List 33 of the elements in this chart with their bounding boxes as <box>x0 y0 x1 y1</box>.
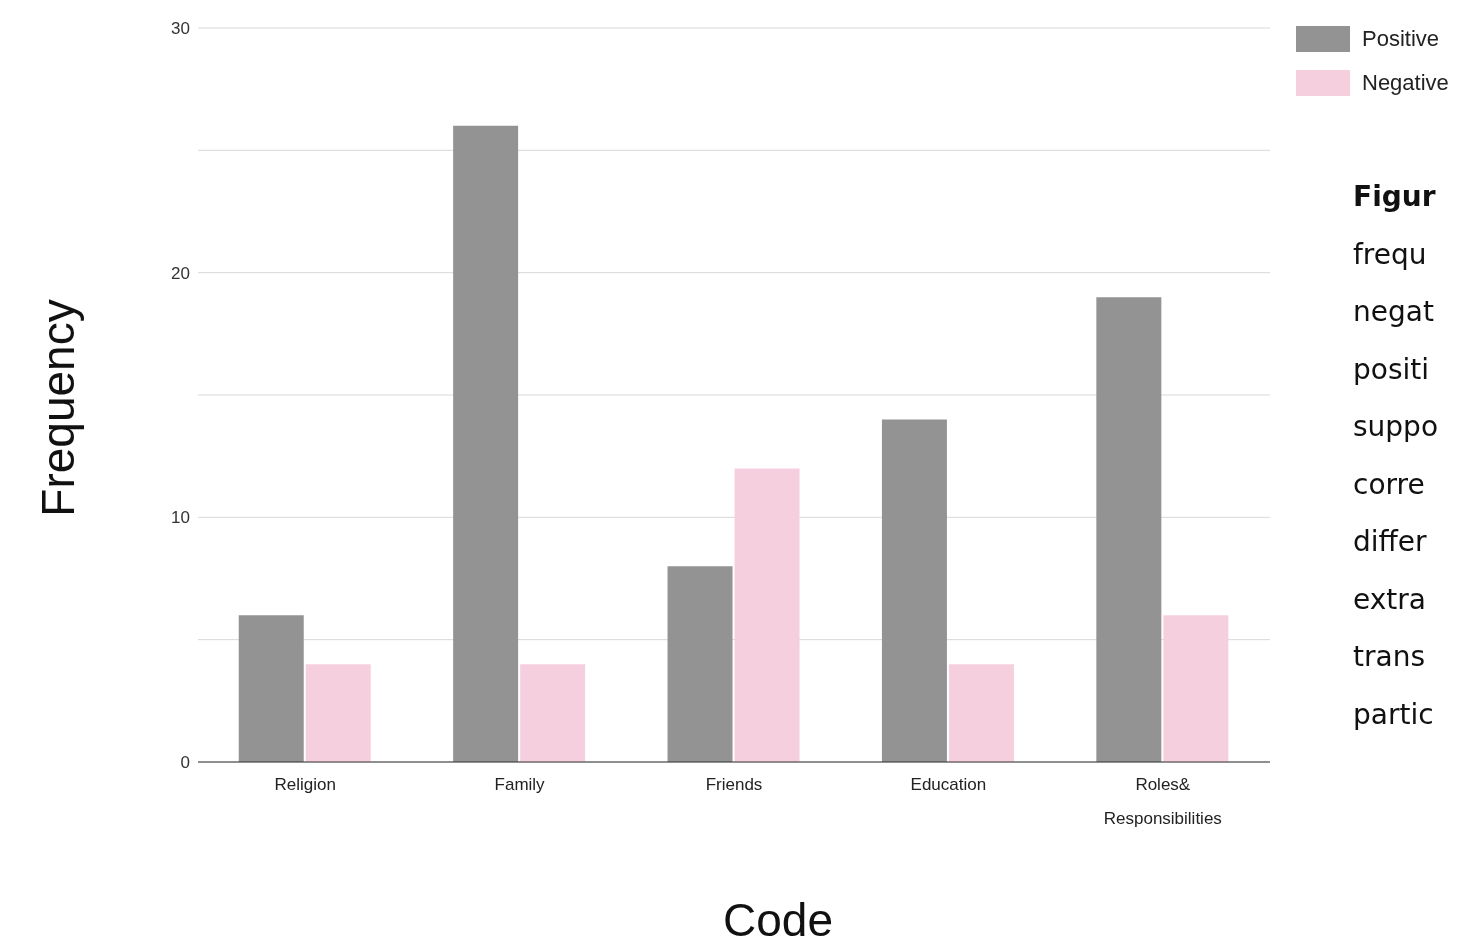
x-tick-label: Roles& Responsibilities <box>1103 775 1222 829</box>
text: trans <box>1353 639 1426 675</box>
bar <box>667 566 733 762</box>
x-tick-label: Education <box>910 775 987 795</box>
text: Figur <box>1353 179 1437 215</box>
bar <box>305 664 371 762</box>
y-axis-title: Frequency <box>31 299 85 517</box>
x-tick-label: Friends <box>705 775 763 795</box>
legend-label: Negative <box>1362 70 1449 96</box>
bar <box>1163 615 1229 762</box>
bar <box>453 125 519 762</box>
bar <box>734 468 800 762</box>
y-tick-label: 30 <box>171 19 190 39</box>
text: negat <box>1353 294 1435 330</box>
x-axis-title: Code <box>723 893 833 944</box>
bar <box>948 664 1014 762</box>
text: positi <box>1353 351 1431 388</box>
y-tick-label: 20 <box>171 263 190 283</box>
text: partic <box>1353 696 1435 733</box>
bar <box>520 664 586 762</box>
text: suppo <box>1353 409 1439 445</box>
bar <box>1096 297 1162 762</box>
bar <box>881 419 947 762</box>
text: extra <box>1353 581 1427 618</box>
x-tick-label: Religion <box>274 775 336 795</box>
y-tick-label: 0 <box>180 753 190 773</box>
legend-label: Positive <box>1362 26 1440 52</box>
y-tick-label: 10 <box>171 508 190 528</box>
text: differ <box>1353 524 1428 560</box>
text: frequ <box>1353 236 1428 273</box>
text: corre <box>1353 466 1426 503</box>
bar <box>238 615 304 762</box>
x-tick-label: Family <box>494 775 546 795</box>
